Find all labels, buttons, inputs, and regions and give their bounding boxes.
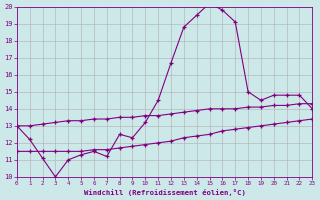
X-axis label: Windchill (Refroidissement éolien,°C): Windchill (Refroidissement éolien,°C) (84, 189, 245, 196)
